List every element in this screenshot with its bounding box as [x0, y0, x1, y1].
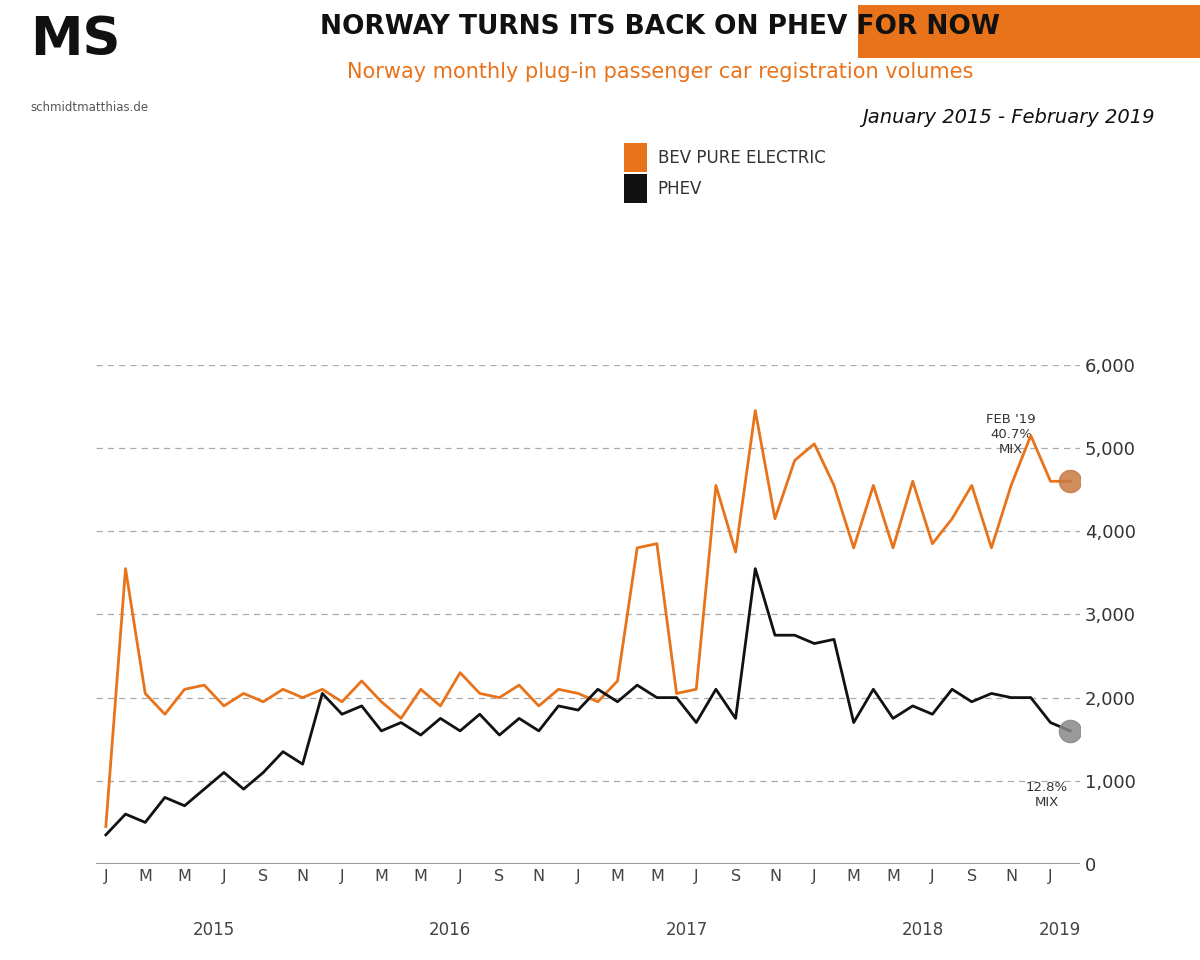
- Text: 2015: 2015: [193, 921, 235, 939]
- Text: schmidtmatthias.de: schmidtmatthias.de: [30, 101, 148, 114]
- Text: January 2015 - February 2019: January 2015 - February 2019: [862, 108, 1154, 127]
- Text: MS: MS: [30, 14, 120, 66]
- Text: 12.8%
MIX: 12.8% MIX: [1026, 780, 1068, 808]
- Text: PHEV: PHEV: [658, 180, 702, 198]
- Text: 2018: 2018: [901, 921, 943, 939]
- Text: NORWAY TURNS ITS BACK ON PHEV FOR NOW: NORWAY TURNS ITS BACK ON PHEV FOR NOW: [320, 14, 1000, 40]
- Text: 2017: 2017: [665, 921, 708, 939]
- Text: FEB '19
40.7%
MIX: FEB '19 40.7% MIX: [986, 414, 1036, 456]
- Text: 2016: 2016: [430, 921, 472, 939]
- Text: Norway monthly plug-in passenger car registration volumes: Norway monthly plug-in passenger car reg…: [347, 62, 973, 83]
- Text: BEV PURE ELECTRIC: BEV PURE ELECTRIC: [658, 149, 826, 167]
- Text: 2019: 2019: [1039, 921, 1081, 939]
